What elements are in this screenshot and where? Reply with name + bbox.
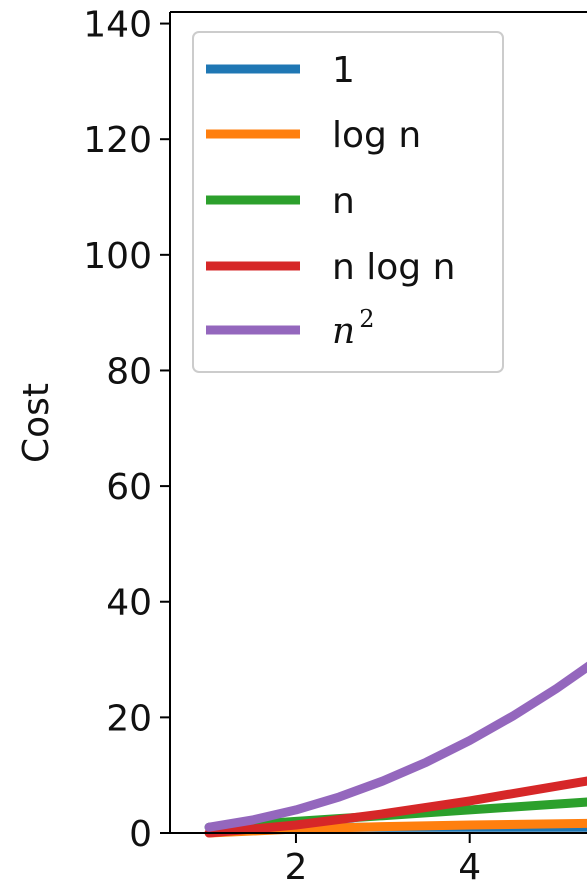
y-axis-title: Cost: [16, 383, 57, 463]
y-tick-label-4: 80: [106, 351, 152, 392]
legend: 1 log n n n log n n 2: [192, 31, 504, 373]
y-tick-label-5: 100: [83, 236, 152, 277]
y-tick-label-7: 140: [83, 5, 152, 46]
y-tick-label-1: 20: [106, 698, 152, 739]
x-tick-label-0: 2: [285, 847, 308, 888]
legend-label-1: log n: [332, 115, 421, 156]
legend-box: [192, 31, 504, 373]
legend-label-3: n log n: [332, 247, 455, 288]
y-tick-label-6: 120: [83, 120, 152, 161]
series-lines: [204, 661, 587, 838]
series-line-3: [204, 776, 587, 838]
y-tick-label-2: 40: [106, 583, 152, 624]
y-tick-label-0: 0: [129, 814, 152, 855]
axes: 0 20 40 60 80 100 120 140 2 4: [83, 5, 587, 888]
y-tick-label-3: 60: [106, 467, 152, 508]
legend-label-0: 1: [332, 50, 355, 91]
legend-label-2: n: [332, 181, 355, 222]
x-tick-label-1: 4: [458, 847, 481, 888]
series-line-4: [204, 661, 587, 832]
